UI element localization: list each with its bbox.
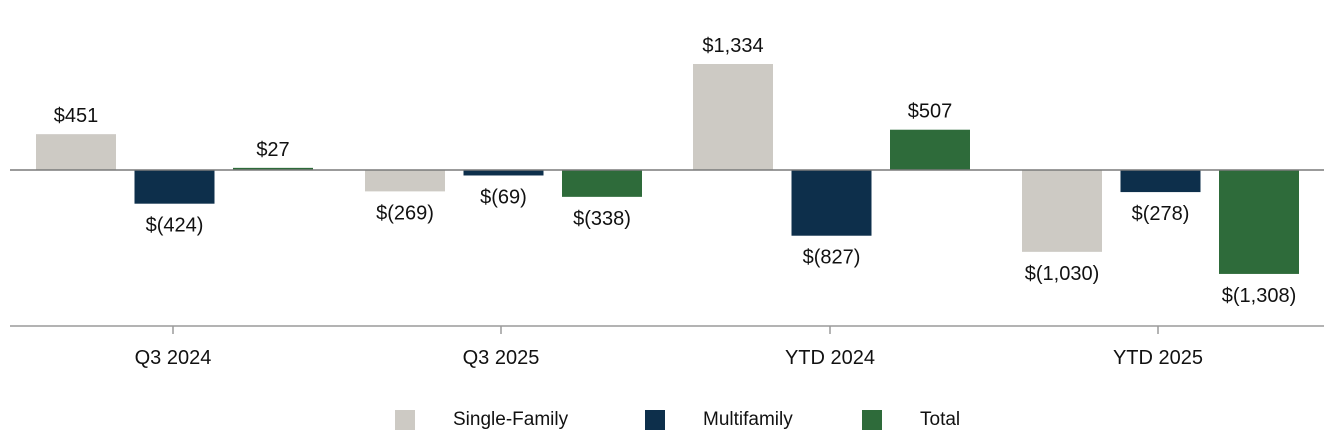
legend-item-single-family: Single-Family xyxy=(395,402,568,438)
value-label-single-family-q3-2024: $451 xyxy=(54,105,99,127)
bar-total-q3-2025 xyxy=(562,170,642,197)
tick-label-q3-2024: Q3 2024 xyxy=(135,347,212,369)
legend-swatch-multifamily xyxy=(645,410,665,430)
value-label-single-family-ytd-2024: $1,334 xyxy=(702,35,763,57)
value-label-multifamily-ytd-2024: $(827) xyxy=(803,247,861,269)
x-axis-ticks: Q3 2024 Q3 2025 YTD 2024 YTD 2025 xyxy=(135,326,1203,369)
bar-multifamily-q3-2024 xyxy=(134,170,215,204)
value-label-single-family-ytd-2025: $(1,030) xyxy=(1025,263,1100,285)
bar-single-family-ytd-2024 xyxy=(693,64,773,170)
legend-label-single-family: Single-Family xyxy=(453,409,569,430)
legend: Single-Family Multifamily Total xyxy=(0,402,1334,438)
bar-chart: $451 $(269) $1,334 $(1,030) $(424) $(69) $(827… xyxy=(10,35,1324,369)
legend-label-total: Total xyxy=(920,409,961,430)
legend-swatch-total xyxy=(862,410,882,430)
value-label-total-q3-2024: $27 xyxy=(256,139,289,161)
bars-group xyxy=(36,64,1299,274)
bar-total-ytd-2025 xyxy=(1219,170,1299,274)
legend-label-multifamily: Multifamily xyxy=(703,409,793,430)
tick-label-ytd-2025: YTD 2025 xyxy=(1113,347,1203,369)
bar-multifamily-q3-2025 xyxy=(463,170,544,176)
value-label-total-q3-2025: $(338) xyxy=(573,208,631,230)
value-label-total-ytd-2024: $507 xyxy=(908,101,953,123)
bar-single-family-q3-2024 xyxy=(36,134,116,170)
bar-single-family-q3-2025 xyxy=(365,170,445,192)
value-label-single-family-q3-2025: $(269) xyxy=(376,202,434,224)
legend-swatch-single-family xyxy=(395,410,415,430)
value-labels-group: $451 $(269) $1,334 $(1,030) $(424) $(69) $(827… xyxy=(54,35,1297,307)
tick-label-ytd-2024: YTD 2024 xyxy=(785,347,875,369)
tick-label-q3-2025: Q3 2025 xyxy=(463,347,540,369)
bar-multifamily-ytd-2025 xyxy=(1120,170,1201,193)
legend-item-multifamily: Multifamily xyxy=(645,402,793,438)
bar-total-ytd-2024 xyxy=(890,129,970,170)
bar-total-q3-2024 xyxy=(233,167,313,170)
value-label-multifamily-q3-2025: $(69) xyxy=(480,186,527,208)
legend-item-total: Total xyxy=(862,402,960,438)
value-label-multifamily-q3-2024: $(424) xyxy=(146,215,204,237)
value-label-multifamily-ytd-2025: $(278) xyxy=(1132,203,1190,225)
value-label-total-ytd-2025: $(1,308) xyxy=(1222,285,1297,307)
bar-single-family-ytd-2025 xyxy=(1022,170,1102,252)
bar-multifamily-ytd-2024 xyxy=(791,170,872,236)
